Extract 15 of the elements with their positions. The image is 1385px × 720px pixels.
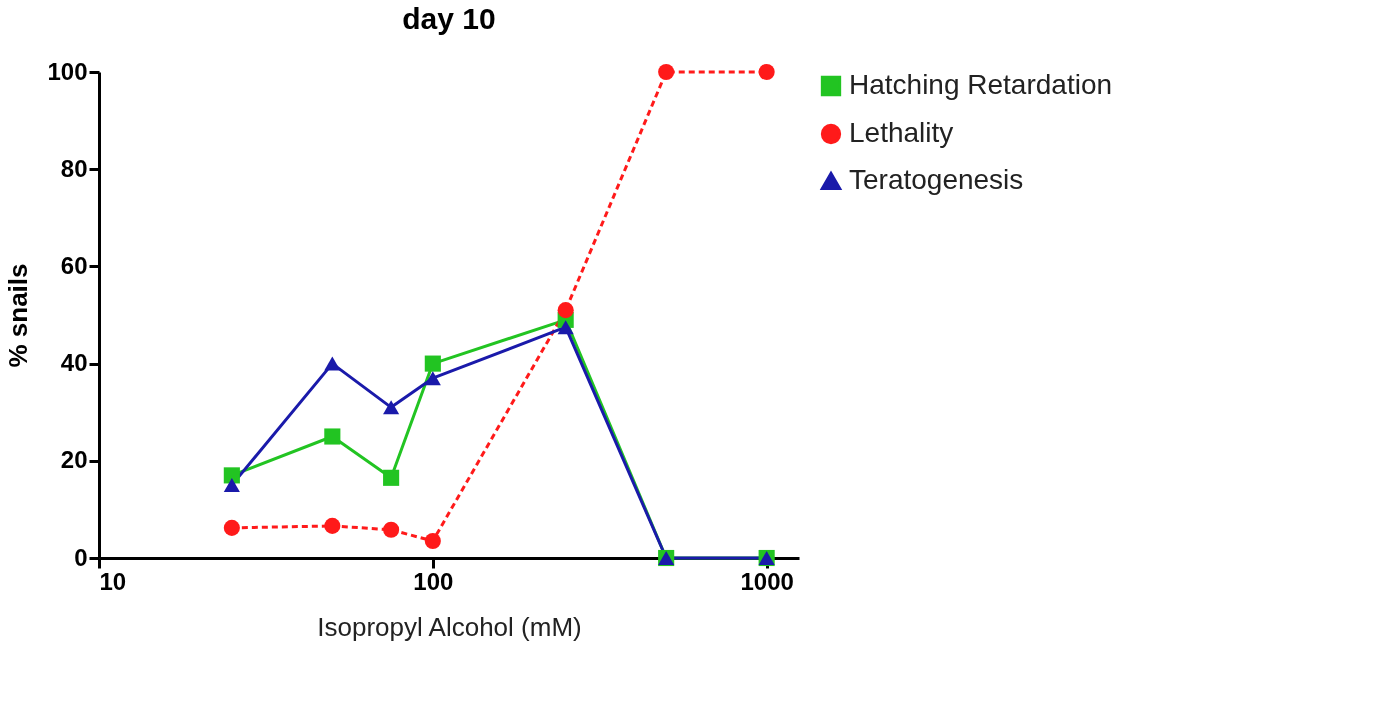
- x-tick-label: 10: [99, 567, 127, 595]
- x-axis-title: Isopropyl Alcohol (mM): [317, 611, 582, 642]
- legend-label: Lethality: [849, 117, 954, 148]
- y-tick-label: 100: [47, 57, 88, 85]
- y-tick-label: 60: [60, 251, 88, 279]
- y-tick-label: 80: [60, 154, 88, 182]
- legend-label: Teratogenesis: [849, 164, 1024, 195]
- x-tick-label: 100: [413, 567, 454, 595]
- y-tick-label: 0: [74, 543, 88, 571]
- y-axis-title: % snails: [3, 263, 34, 368]
- y-tick-label: 40: [60, 349, 88, 377]
- chart-title: day 10: [402, 2, 496, 35]
- legend-label: Hatching Retardation: [849, 69, 1113, 100]
- y-tick-label: 20: [60, 446, 88, 474]
- x-tick-label: 1000: [740, 567, 794, 595]
